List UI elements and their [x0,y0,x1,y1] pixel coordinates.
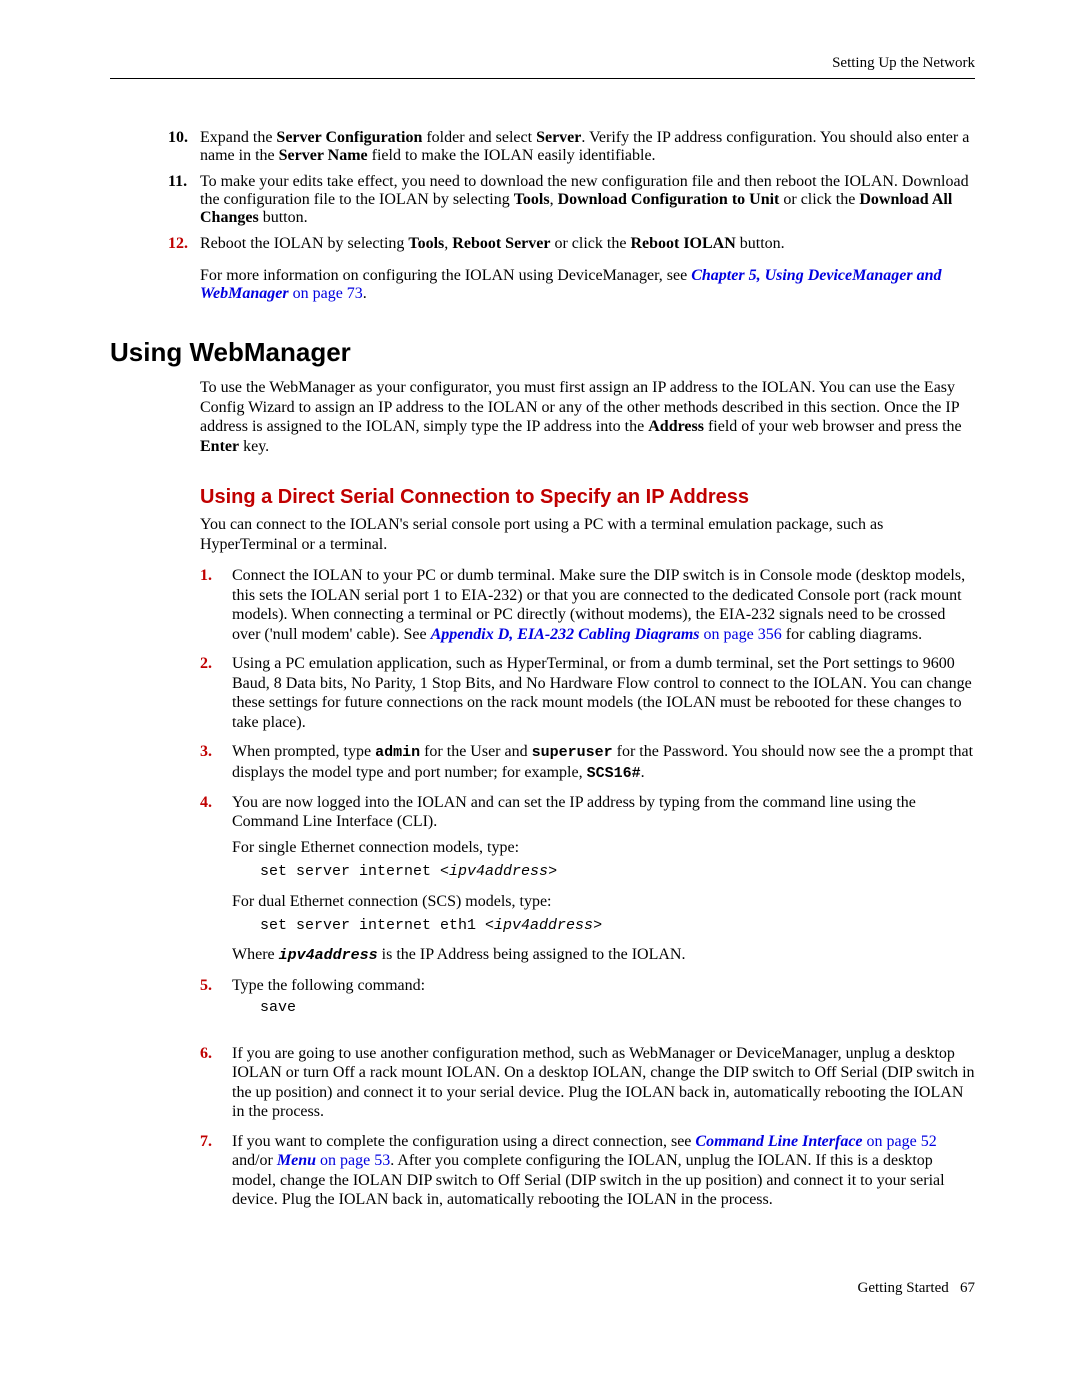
text: Where ipv4address is the IP Address bein… [232,945,975,965]
step-4: 4.You are now logged into the IOLAN and … [200,793,975,966]
text: . [363,285,367,302]
step-7: 7.If you want to complete the configurat… [200,1132,975,1210]
step-number: 1. [200,566,232,586]
text: . [641,764,645,781]
list-item: 10.Expand the Server Configuration folde… [200,129,975,165]
xref-page[interactable]: on page 73 [289,285,363,302]
preceding-steps-trailer: For more information on configuring the … [110,267,975,303]
text: For single Ethernet connection models, t… [232,838,975,858]
text: If you want to complete the configuratio… [232,1133,695,1150]
xref-link[interactable]: Appendix D, EIA-232 Cabling Diagrams [431,626,700,643]
step-number: 3. [200,742,232,762]
xref-page[interactable]: on page 52 [863,1133,937,1150]
running-header: Setting Up the Network [110,55,975,79]
step-number: 7. [200,1132,232,1152]
xref-page[interactable]: on page 356 [700,626,782,643]
footer-page-number: 67 [960,1280,975,1296]
step-number: 11. [168,173,200,191]
intro-paragraph: To use the WebManager as your configurat… [200,378,975,456]
step-number: 2. [200,654,232,674]
text: for cabling diagrams. [782,626,922,643]
code-admin: admin [375,744,420,761]
text: Type the following command: [232,977,425,994]
serial-intro-paragraph: You can connect to the IOLAN's serial co… [200,515,975,554]
step-number: 4. [200,793,232,813]
heading-direct-serial: Using a Direct Serial Connection to Spec… [200,486,975,509]
page-footer: Getting Started 67 [110,1280,975,1297]
step-number: 12. [168,235,200,253]
code-block: save [260,999,975,1017]
step-2: 2.Using a PC emulation application, such… [200,654,975,732]
code-prompt: SCS16# [587,765,641,782]
footer-section: Getting Started [858,1280,949,1296]
step-5: 5.Type the following command: save [200,976,975,1018]
serial-steps-list: 1.Connect the IOLAN to your PC or dumb t… [200,566,975,1210]
xref-link[interactable]: Menu [277,1152,316,1169]
text: For dual Ethernet connection (SCS) model… [232,892,975,912]
step-number: 5. [200,976,232,996]
xref-link[interactable]: Command Line Interface [695,1133,862,1150]
step-number: 6. [200,1044,232,1064]
step-6: 6.If you are going to use another config… [200,1044,975,1122]
step-number: 10. [168,129,200,147]
step-body: Expand the Server Configuration folder a… [200,129,969,164]
text: You are now logged into the IOLAN and ca… [232,794,916,831]
step-body: Reboot the IOLAN by selecting Tools, Reb… [200,235,785,252]
document-page: Setting Up the Network 10.Expand the Ser… [0,0,1080,1337]
text: When prompted, type [232,743,375,760]
code-block: set server internet eth1 <ipv4address> [260,917,975,935]
step-body: To make your edits take effect, you need… [200,173,969,226]
xref-page[interactable]: on page 53 [316,1152,390,1169]
code-superuser: superuser [532,744,613,761]
code-block: set server internet <ipv4address> [260,863,975,881]
heading-using-webmanager: Using WebManager [110,337,975,368]
text: Using a PC emulation application, such a… [232,655,972,731]
text: If you are going to use another configur… [232,1045,975,1121]
list-item: 11.To make your edits take effect, you n… [200,173,975,227]
text: and/or [232,1152,277,1169]
list-item: 12.Reboot the IOLAN by selecting Tools, … [200,235,975,253]
preceding-steps-list: 10.Expand the Server Configuration folde… [110,129,975,253]
step-1: 1.Connect the IOLAN to your PC or dumb t… [200,566,975,644]
step-3: 3.When prompted, type admin for the User… [200,742,975,783]
text: for the User and [420,743,532,760]
text: For more information on configuring the … [200,267,691,284]
